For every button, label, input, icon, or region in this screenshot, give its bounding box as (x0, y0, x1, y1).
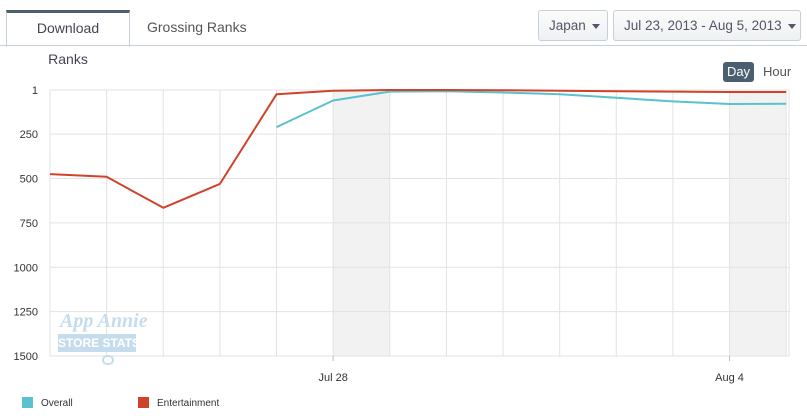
date-range-value: Jul 23, 2013 - Aug 5, 2013 (624, 18, 782, 33)
y-tick-label: 750 (20, 218, 38, 230)
y-tick-label: 1500 (14, 351, 38, 363)
country-value: Japan (549, 18, 586, 33)
series-line-overall (276, 90, 787, 129)
chevron-down-icon (591, 23, 600, 29)
legend-label-overall: Overall (41, 398, 73, 409)
y-tick-label: 500 (20, 174, 38, 186)
tabs-divider (0, 45, 807, 46)
watermark-logo-text: App Annie (60, 310, 148, 332)
tab-grossing-ranks[interactable]: Grossing Ranks (147, 19, 247, 35)
series-line-entertainment (49, 89, 787, 209)
x-tick-label: Aug 4 (715, 372, 744, 384)
country-dropdown[interactable]: Japan (538, 10, 608, 41)
legend-item-overall[interactable]: Overall (22, 397, 73, 409)
x-tick-label: Jul 28 (318, 372, 347, 384)
legend-swatch-overall (22, 397, 33, 408)
legend-label-entertainment: Entertainment (157, 398, 220, 409)
granularity-hour-button[interactable]: Hour (763, 64, 792, 79)
watermark-badge: STORE STATS (58, 334, 141, 352)
date-range-dropdown[interactable]: Jul 23, 2013 - Aug 5, 2013 (613, 10, 801, 41)
y-tick-label: 1 (32, 85, 38, 97)
tabs-bar: Download Ranks Grossing Ranks (0, 0, 807, 67)
legend-swatch-entertainment (138, 397, 149, 408)
y-tick-label: 1000 (14, 262, 38, 274)
y-tick-label: 1250 (14, 307, 38, 319)
app-annie-watermark: App Annie STORE STATS (58, 310, 148, 368)
tab-download-ranks[interactable]: Download Ranks (6, 10, 130, 67)
y-tick-label: 250 (20, 129, 38, 141)
granularity-day-button[interactable]: Day (723, 62, 754, 82)
chevron-down-icon (787, 23, 796, 29)
watermark-bubble-icon (102, 355, 114, 365)
legend-item-entertainment[interactable]: Entertainment (138, 397, 219, 409)
